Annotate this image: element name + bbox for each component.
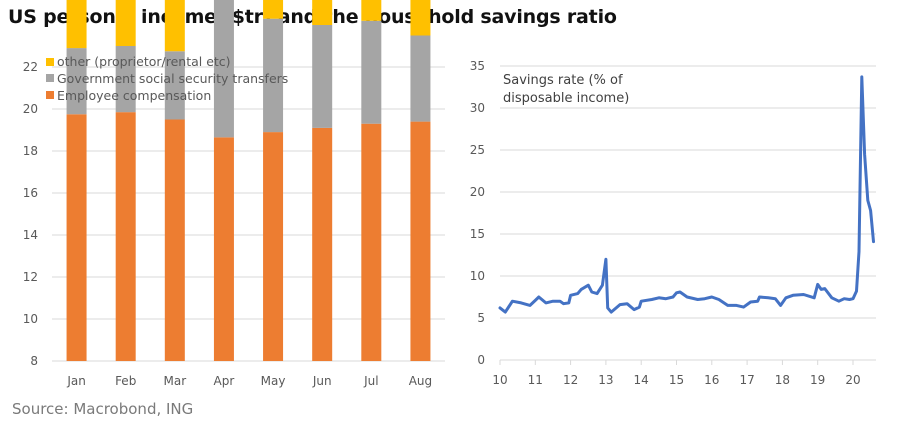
legend-swatch-other	[46, 58, 54, 66]
other-income-bar	[312, 0, 333, 26]
income-y-tick-label: 18	[23, 144, 38, 158]
savings-y-tick-label: 5	[477, 311, 485, 325]
legend-swatch-employee	[46, 91, 54, 99]
income-x-tick-label: Feb	[115, 374, 136, 388]
savings-y-axis: 0 5 10 15 20 25 30 35	[470, 59, 485, 367]
other-income-bar	[410, 0, 431, 36]
savings-y-tick-label: 0	[477, 353, 485, 367]
savings-y-tick-label: 10	[470, 269, 485, 283]
income-bars	[66, 0, 431, 362]
savings-rate-line	[498, 75, 875, 314]
savings-x-tick-label: 18	[775, 373, 790, 387]
legend-label-other: other (proprietor/rental etc)	[57, 54, 231, 69]
income-x-axis: Jan Feb Mar Apr May Jun Jul Aug	[66, 374, 432, 388]
government-transfers-bar	[263, 18, 284, 133]
other-income-bar	[263, 0, 284, 19]
savings-y-tick-label: 15	[470, 227, 485, 241]
savings-x-tick-label: 14	[634, 373, 649, 387]
employee-compensation-bar	[312, 127, 333, 362]
income-x-tick-label: Jan	[66, 374, 86, 388]
savings-annotation-line2: disposable income)	[503, 91, 629, 106]
source-note: Source: Macrobond, ING	[12, 400, 194, 418]
government-transfers-bar	[312, 25, 333, 128]
employee-compensation-bar	[115, 112, 136, 362]
income-y-tick-label: 16	[23, 186, 38, 200]
legend-label-employee: Employee compensation	[57, 88, 211, 103]
income-y-tick-label: 10	[23, 312, 38, 326]
government-transfers-bar	[66, 48, 87, 115]
other-income-bar	[164, 0, 185, 52]
savings-y-tick-label: 25	[470, 143, 485, 157]
employee-compensation-bar	[263, 132, 284, 361]
savings-x-tick-label: 10	[492, 373, 507, 387]
employee-compensation-bar	[164, 119, 185, 361]
employee-compensation-bar	[213, 137, 234, 361]
employee-compensation-bar	[66, 114, 87, 361]
savings-y-tick-label: 20	[470, 185, 485, 199]
employee-compensation-bar	[410, 121, 431, 361]
income-y-tick-label: 12	[23, 270, 38, 284]
savings-x-tick-label: 20	[845, 373, 860, 387]
government-transfers-bar	[164, 51, 185, 120]
income-y-tick-label: 22	[23, 60, 38, 74]
government-transfers-bar	[115, 46, 136, 113]
savings-x-tick-label: 11	[528, 373, 543, 387]
savings-x-tick-label: 13	[598, 373, 613, 387]
income-y-tick-label: 20	[23, 102, 38, 116]
savings-x-tick-label: 12	[563, 373, 578, 387]
savings-y-tick-label: 30	[470, 101, 485, 115]
other-income-bar	[115, 0, 136, 46]
savings-x-tick-label: 17	[739, 373, 754, 387]
other-income-bar	[361, 0, 382, 21]
income-x-tick-label: May	[261, 374, 286, 388]
income-gridlines	[52, 66, 445, 362]
income-legend: other (proprietor/rental etc) Government…	[46, 54, 288, 103]
income-y-tick-label: 8	[30, 354, 38, 368]
savings-line-chart: 0 5 10 15 20 25 30 35 10 11 12 13 14 15 16 17 18 19 20 Sa…	[470, 59, 876, 387]
savings-x-tick-label: 16	[704, 373, 719, 387]
income-x-tick-label: Jun	[312, 374, 332, 388]
savings-y-tick-label: 35	[470, 59, 485, 73]
other-income-bar	[66, 0, 87, 49]
income-bar-chart: 8 10 12 14 16 18 20 22 Jan Feb Mar Apr May Jun Jul Aug…	[23, 0, 445, 388]
income-y-tick-label: 14	[23, 228, 38, 242]
savings-x-tick-label: 15	[669, 373, 684, 387]
government-transfers-bar	[213, 0, 234, 138]
government-transfers-bar	[410, 35, 431, 122]
legend-swatch-government	[46, 74, 54, 82]
income-x-tick-label: Mar	[163, 374, 186, 388]
legend-label-government: Government social security transfers	[57, 71, 288, 86]
savings-x-tick-label: 19	[810, 373, 825, 387]
savings-x-axis: 10 11 12 13 14 15 16 17 18 19 20	[492, 360, 861, 387]
income-x-tick-label: Apr	[214, 374, 235, 388]
employee-compensation-bar	[361, 123, 382, 361]
government-transfers-bar	[361, 20, 382, 124]
savings-gridlines	[500, 65, 876, 361]
income-x-tick-label: Aug	[409, 374, 432, 388]
income-x-tick-label: Jul	[363, 374, 378, 388]
income-y-axis: 8 10 12 14 16 18 20 22	[23, 60, 38, 368]
savings-annotation-line1: Savings rate (% of	[503, 73, 623, 88]
